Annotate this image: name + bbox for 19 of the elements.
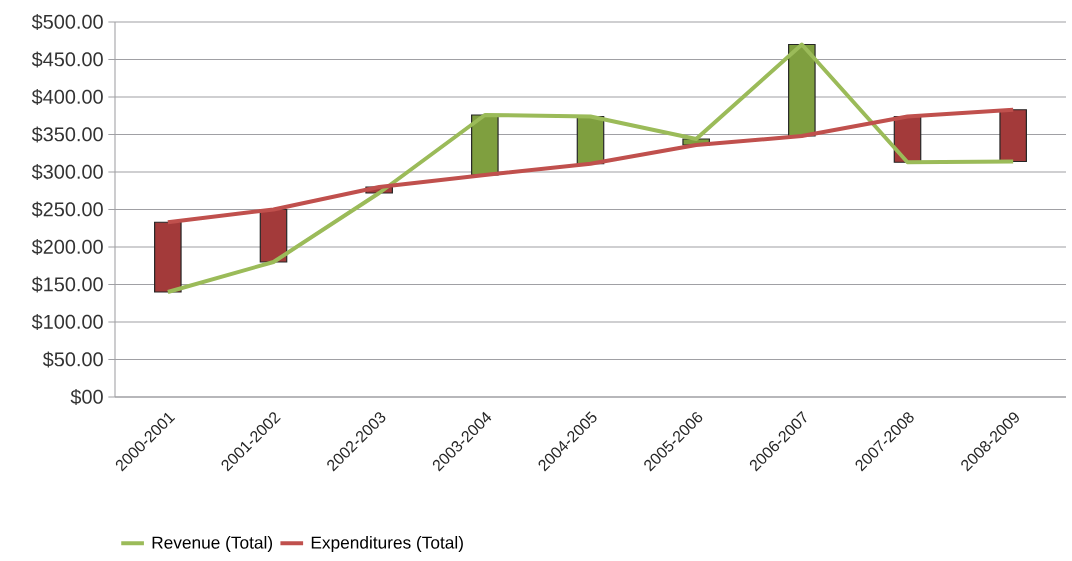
line-series [165,42,1016,294]
y-tick-label: $500.00 [31,13,103,31]
y-tick-label: $100.00 [31,313,103,331]
y-tick-label: $400.00 [31,88,103,106]
bar [788,43,816,137]
line-series [165,107,1016,225]
y-tick-label: $250.00 [31,201,103,218]
y-tick-label: $300.00 [31,163,103,181]
y-tick-label: $00 [70,388,103,406]
y-tick-label: $50.00 [42,351,103,368]
bar [154,221,182,293]
legend-label: Expenditures (Total) [311,535,463,553]
y-tick-label: $200.00 [31,238,103,256]
legend-label: Revenue (Total) [152,535,273,553]
y-tick-label: $350.00 [31,126,103,143]
bar [999,109,1027,163]
y-tick-label: $450.00 [31,51,103,68]
bar [471,114,499,176]
y-tick-label: $150.00 [31,276,103,293]
